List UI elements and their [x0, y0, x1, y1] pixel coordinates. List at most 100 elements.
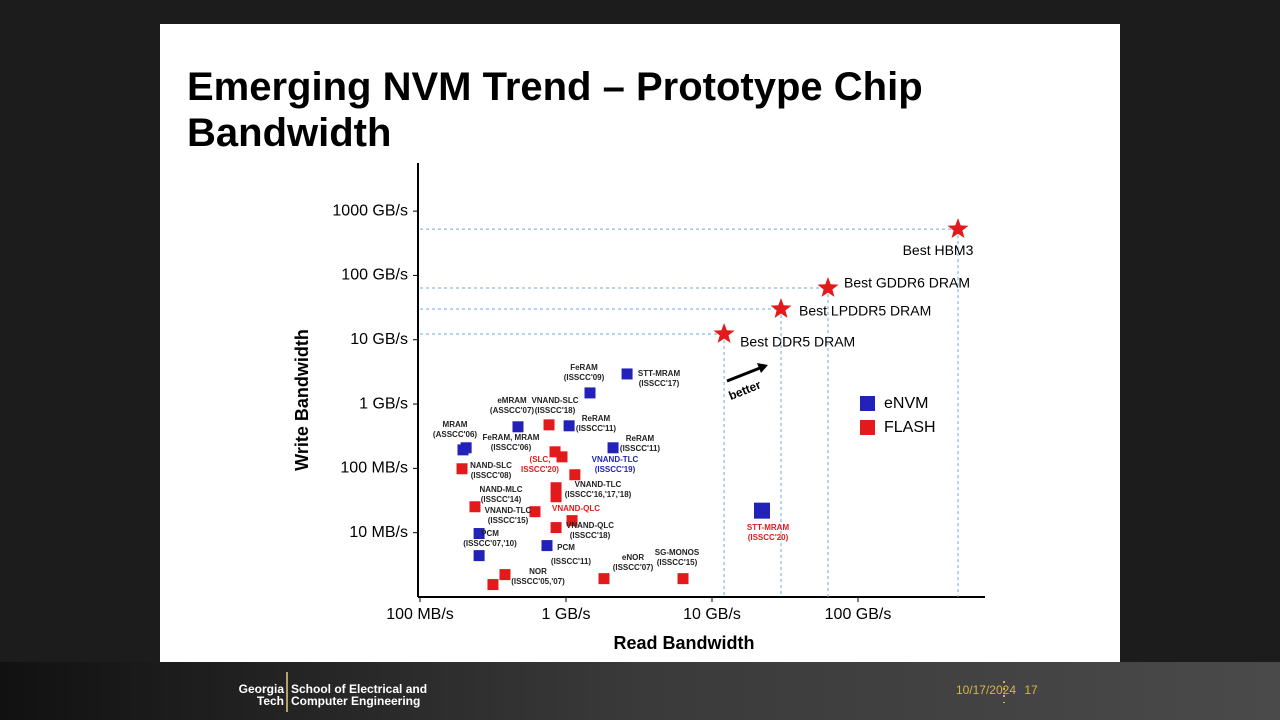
- point-label: Best GDDR6 DRAM: [844, 275, 970, 291]
- star-point: [817, 277, 839, 297]
- footer-school: School of Electrical and: [291, 682, 427, 696]
- point-annotation: ReRAM: [626, 434, 655, 443]
- better-arrowhead: [757, 363, 768, 373]
- point-annotation: (ISSCC'19): [595, 465, 636, 474]
- legend-swatch: [860, 420, 875, 435]
- footer-school: Computer Engineering: [291, 694, 420, 708]
- data-point: [566, 515, 578, 527]
- star-point: [770, 298, 792, 318]
- data-point: [541, 540, 553, 552]
- point-annotation: ISSCC'20): [521, 465, 559, 474]
- point-label: Best DDR5 DRAM: [740, 334, 855, 350]
- data-point: [753, 502, 770, 519]
- point-annotation: (ASSCC'06): [433, 430, 477, 439]
- x-axis-title: Read Bandwidth: [613, 633, 754, 653]
- footer: [0, 662, 1280, 720]
- point-annotation: VNAND-QLC: [566, 521, 614, 530]
- point-annotation: VNAND-TLC: [575, 480, 622, 489]
- data-point: [607, 442, 619, 454]
- point-annotation: (ISSCC'17): [639, 379, 680, 388]
- data-point: [550, 482, 562, 494]
- better-arrow: [726, 366, 761, 383]
- data-point: [543, 419, 555, 431]
- y-tick-label: 10 MB/s: [349, 524, 408, 541]
- point-annotation: (ISSCC'11): [551, 557, 591, 566]
- point-annotation: NOR: [529, 567, 547, 576]
- point-annotation: (ISSCC'15): [657, 558, 698, 567]
- data-point: [677, 573, 689, 585]
- slide-title: Emerging NVM Trend – Prototype Chip Band…: [187, 65, 923, 155]
- y-tick-label: 10 GB/s: [350, 331, 408, 348]
- point-annotation: eMRAM: [497, 396, 527, 405]
- point-label: Best LPDDR5 DRAM: [799, 303, 931, 319]
- point-annotation: FeRAM: [570, 363, 598, 372]
- point-annotation: (ISSCC'18): [535, 406, 576, 415]
- point-annotation: (ISSCC'15): [488, 516, 529, 525]
- point-annotation: (ISSCC'20): [748, 533, 789, 542]
- star-point: [713, 323, 735, 343]
- point-annotation: (ISSCC'07): [613, 563, 654, 572]
- point-annotation: STT-MRAM: [747, 523, 790, 532]
- point-annotation: (ISSCC'14): [481, 495, 522, 504]
- y-tick-label: 100 MB/s: [340, 460, 408, 477]
- data-point: [460, 442, 472, 454]
- point-annotation: VNAND-TLC: [592, 455, 639, 464]
- data-point: [473, 550, 485, 562]
- x-tick-label: 1 GB/s: [542, 606, 591, 623]
- point-annotation: STT-MRAM: [638, 369, 681, 378]
- data-point: [563, 420, 575, 432]
- point-annotation: (ISSCC'08): [471, 471, 512, 480]
- data-point: [550, 491, 562, 503]
- point-annotation: SG-MONOS: [655, 548, 700, 557]
- point-label: Best HBM3: [903, 242, 974, 258]
- y-axis-title: Write Bandwidth: [292, 329, 312, 471]
- data-point: [621, 368, 633, 380]
- point-annotation: (ISSCC'11): [576, 424, 616, 433]
- point-annotation: (ISSCC'16,'17,'18): [565, 490, 632, 499]
- legend-swatch: [860, 396, 875, 411]
- point-annotation: (ISSCC'18): [570, 531, 611, 540]
- page-number: 17: [1024, 683, 1038, 697]
- legend-label: FLASH: [884, 419, 936, 436]
- point-annotation: (ASSCC'07): [490, 406, 534, 415]
- footer-date: 10/17/2024: [956, 683, 1016, 697]
- y-tick-label: 100 GB/s: [341, 267, 408, 284]
- data-point: [529, 506, 541, 518]
- star-point: [947, 218, 969, 238]
- point-annotation: (ISSCC'09): [564, 373, 605, 382]
- data-point: [549, 446, 561, 458]
- x-tick-label: 10 GB/s: [683, 606, 741, 623]
- data-point: [569, 469, 581, 481]
- point-annotation: MRAM: [443, 420, 468, 429]
- point-annotation: ReRAM: [582, 414, 611, 423]
- slide: Emerging NVM Trend – Prototype Chip Band…: [160, 24, 1120, 662]
- data-point: [473, 528, 485, 540]
- x-tick-label: 100 GB/s: [825, 606, 892, 623]
- data-point: [584, 387, 596, 399]
- y-tick-label: 1 GB/s: [359, 395, 408, 412]
- point-annotation: (ISSCC'06): [491, 443, 532, 452]
- data-point: [499, 569, 511, 581]
- point-annotation: FeRAM, MRAM: [483, 433, 540, 442]
- point-annotation: (ISSCC'05,'07): [511, 577, 565, 586]
- data-point: [556, 451, 568, 463]
- point-annotation: PCM: [557, 543, 575, 552]
- data-point: [469, 501, 481, 513]
- point-annotation: (ISSCC'07,'10): [463, 539, 517, 548]
- data-point: [550, 522, 562, 534]
- data-point: [456, 463, 468, 475]
- legend-label: eNVM: [884, 395, 928, 412]
- point-annotation: eNOR: [622, 553, 644, 562]
- y-tick-label: 1000 GB/s: [332, 202, 408, 219]
- point-annotation: (SLC,: [530, 455, 551, 464]
- point-annotation: NAND-SLC: [470, 461, 512, 470]
- point-annotation: (ISSCC'11): [620, 444, 660, 453]
- better-label: better: [727, 377, 763, 403]
- x-tick-label: 100 MB/s: [386, 606, 454, 623]
- point-annotation: NAND-MLC: [479, 485, 522, 494]
- point-annotation: VNAND-TLC: [485, 506, 532, 515]
- point-annotation: VNAND-SLC: [531, 396, 578, 405]
- data-point: [487, 579, 499, 591]
